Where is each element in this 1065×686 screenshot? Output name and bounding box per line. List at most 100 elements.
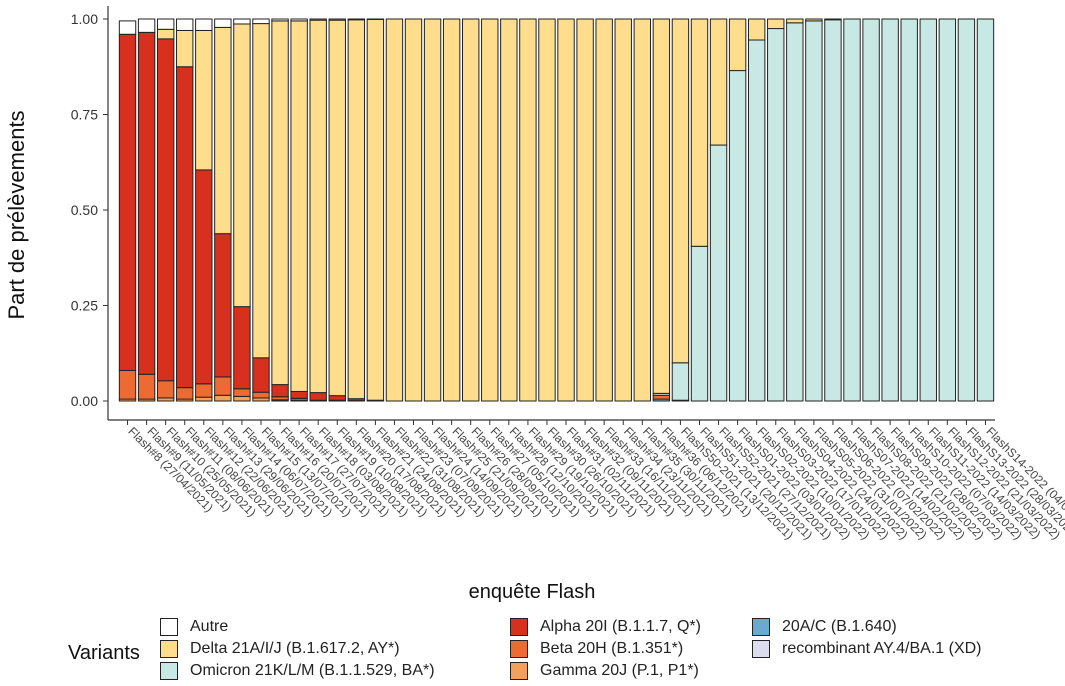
bar-segment-23-6 xyxy=(557,18,575,402)
bar-segment-10-6 xyxy=(309,19,327,394)
legend-swatch-5 xyxy=(510,662,528,680)
bar-segment-12-7 xyxy=(347,18,366,21)
bar-segment-28-6 xyxy=(652,18,671,394)
bar-segment-11-7 xyxy=(328,18,346,21)
legend-item-4: Beta 20H (B.1.351*) xyxy=(510,638,701,660)
y-tick-label-4: 1.00 xyxy=(71,11,98,27)
stacked-bar-chart: 0.00 0.25 0.50 0.75 1.00 Flash#8 (27/04/2021… xyxy=(4,6,1065,603)
bar-segment-36-6 xyxy=(805,18,823,22)
legend-item-7: recombinant AY.4/BA.1 (XD) xyxy=(752,638,982,660)
legend-item-0: Autre xyxy=(160,616,435,638)
y-axis-title: Part de prélèvements xyxy=(4,110,29,319)
legend-item-3: Alpha 20I (B.1.1.7, Q*) xyxy=(510,616,701,638)
bar-segment-8-7 xyxy=(271,18,289,22)
bar-segment-0-7 xyxy=(118,20,137,35)
bar-segment-26-6 xyxy=(614,18,632,402)
bar-segment-34-5 xyxy=(767,28,785,402)
bar-segment-39-5 xyxy=(862,18,880,402)
bar-segment-29-5 xyxy=(671,362,690,401)
bar-segment-2-6 xyxy=(156,28,175,40)
bar-segment-32-6 xyxy=(728,18,747,72)
y-tick-label-0: 0.00 xyxy=(71,393,98,409)
bar-segment-31-6 xyxy=(709,18,728,146)
bar-segment-37-6 xyxy=(824,18,842,21)
bar-segment-4-7 xyxy=(195,18,213,31)
bar-segment-34-6 xyxy=(767,18,785,30)
bar-segment-4-6 xyxy=(195,29,213,171)
bar-segment-1-4 xyxy=(137,31,156,375)
bar-segment-4-4 xyxy=(195,169,213,385)
bar-segment-21-6 xyxy=(519,18,537,402)
bar-segment-18-6 xyxy=(462,18,480,402)
bar-segment-42-5 xyxy=(919,18,937,402)
bar-segment-33-6 xyxy=(747,18,766,41)
bars-layer xyxy=(118,18,995,402)
bar-segment-33-5 xyxy=(747,39,766,402)
bar-segment-10-4 xyxy=(309,392,327,401)
legend: Variants Autre Delta 21A/I/J (B.1.617.2, … xyxy=(0,612,1065,686)
bar-segment-8-4 xyxy=(271,384,289,398)
bar-segment-31-5 xyxy=(709,144,728,402)
bar-segment-7-7 xyxy=(252,18,270,25)
legend-label-5: Gamma 20J (P.1, P1*) xyxy=(540,662,699,679)
legend-label-3: Alpha 20I (B.1.1.7, Q*) xyxy=(540,618,701,635)
y-tick-label-3: 0.75 xyxy=(71,107,98,123)
bar-segment-3-3 xyxy=(176,387,194,400)
bar-segment-2-4 xyxy=(156,38,175,382)
bar-segment-0-3 xyxy=(118,369,137,400)
bar-segment-2-3 xyxy=(156,380,175,399)
bar-segment-10-7 xyxy=(309,18,327,21)
legend-label-1: Delta 21A/I/J (B.1.617.2, AY*) xyxy=(190,640,400,657)
bar-segment-5-3 xyxy=(214,376,232,396)
legend-label-6: 20A/C (B.1.640) xyxy=(782,618,897,635)
legend-swatch-0 xyxy=(160,618,178,636)
bar-segment-24-6 xyxy=(576,18,594,402)
bar-segment-6-3 xyxy=(233,388,251,397)
bar-segment-20-6 xyxy=(500,18,518,402)
bar-segment-43-5 xyxy=(938,18,957,402)
bar-segment-27-6 xyxy=(633,18,651,402)
bar-segment-5-7 xyxy=(214,18,232,28)
bar-segment-4-2 xyxy=(195,396,213,402)
bar-segment-6-2 xyxy=(233,395,251,402)
bar-segment-25-6 xyxy=(595,18,613,402)
bar-segment-29-6 xyxy=(671,18,690,364)
bar-segment-1-7 xyxy=(137,18,156,33)
legend-column-3: 20A/C (B.1.640) recombinant AY.4/BA.1 (XD… xyxy=(752,616,982,660)
bar-segment-6-6 xyxy=(233,23,251,308)
y-tick-label-1: 0.25 xyxy=(71,298,98,314)
legend-swatch-7 xyxy=(752,640,770,658)
bar-segment-2-7 xyxy=(156,18,175,30)
bar-segment-32-5 xyxy=(728,70,747,402)
x-axis-title: enquête Flash xyxy=(469,581,596,603)
y-tick-label-2: 0.50 xyxy=(71,202,98,218)
legend-swatch-1 xyxy=(160,640,178,658)
legend-swatch-6 xyxy=(752,618,770,636)
bar-segment-37-5 xyxy=(824,19,842,402)
bar-segment-6-7 xyxy=(233,18,251,25)
legend-swatch-4 xyxy=(510,640,528,658)
bar-segment-5-6 xyxy=(214,26,232,235)
bar-segment-41-5 xyxy=(900,18,918,402)
bar-segment-38-5 xyxy=(843,18,861,402)
bar-segment-4-3 xyxy=(195,383,213,398)
bar-segment-35-6 xyxy=(786,18,804,24)
bar-segment-16-6 xyxy=(423,18,442,402)
bar-segment-3-4 xyxy=(176,66,194,389)
bar-segment-28-3 xyxy=(652,394,671,400)
legend-label-0: Autre xyxy=(190,618,229,635)
bar-segment-36-5 xyxy=(805,20,823,402)
bar-segment-9-7 xyxy=(290,18,308,22)
legend-title: Variants xyxy=(68,642,140,664)
bar-segment-22-6 xyxy=(538,18,556,402)
legend-item-2: Omicron 21K/L/M (B.1.1.529, BA*) xyxy=(160,660,435,682)
bar-segment-44-5 xyxy=(957,18,976,402)
bar-segment-11-6 xyxy=(328,19,346,397)
bar-segment-0-4 xyxy=(118,33,137,371)
bar-segment-1-3 xyxy=(137,373,156,400)
bar-segment-30-5 xyxy=(690,245,709,402)
bar-segment-11-4 xyxy=(328,395,346,401)
bar-segment-7-4 xyxy=(252,357,270,393)
x-axis: Flash#8 (27/04/2021)Flash#9 (11/05/2021)… xyxy=(108,419,1065,542)
bar-segment-14-6 xyxy=(385,18,404,402)
